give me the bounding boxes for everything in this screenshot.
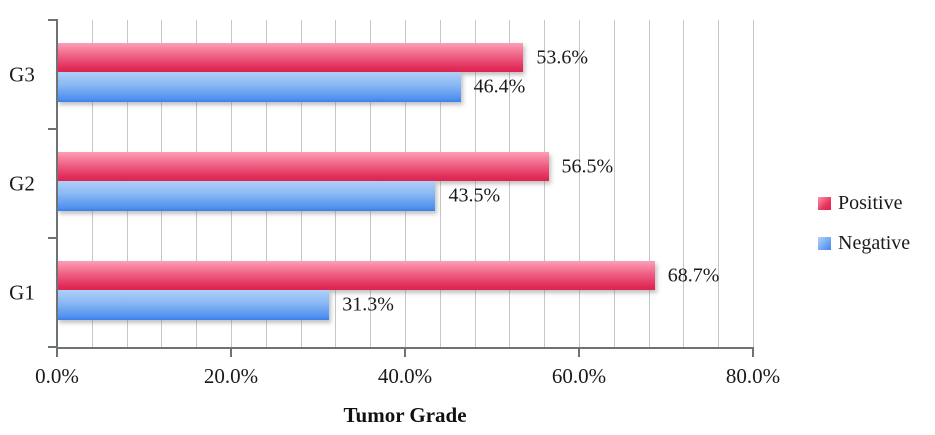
x-axis-tick bbox=[752, 348, 754, 357]
x-tick-label: 80.0% bbox=[725, 364, 781, 388]
minor-gridline bbox=[683, 20, 685, 347]
legend-swatch-negative bbox=[818, 237, 831, 250]
x-tick-label: 20.0% bbox=[203, 364, 259, 388]
y-axis-tick bbox=[48, 346, 57, 348]
legend-item-positive: Positive bbox=[818, 192, 910, 215]
minor-gridline bbox=[439, 20, 441, 347]
category-label-g3: G3 bbox=[9, 62, 35, 86]
minor-gridline bbox=[753, 20, 754, 347]
minor-gridline bbox=[613, 20, 615, 347]
x-tick-label: 60.0% bbox=[551, 364, 607, 388]
x-axis-title: Tumor Grade bbox=[343, 403, 467, 427]
bar-negative-g1 bbox=[57, 290, 330, 320]
minor-gridline bbox=[509, 20, 511, 347]
data-label-negative-g2: 43.5% bbox=[448, 184, 501, 207]
x-axis-tick bbox=[578, 348, 580, 357]
minor-gridline bbox=[718, 20, 720, 347]
y-axis-tick bbox=[48, 19, 57, 21]
category-label-g2: G2 bbox=[9, 171, 35, 195]
plot-area: 53.6% 46.4% 56.5% 43.5% 68.7% 31.3% bbox=[57, 20, 754, 347]
legend-item-negative: Negative bbox=[818, 232, 910, 255]
legend: Positive Negative bbox=[818, 192, 910, 255]
data-label-positive-g2: 56.5% bbox=[561, 155, 614, 177]
bar-negative-g2 bbox=[57, 181, 436, 211]
legend-label-positive: Positive bbox=[838, 192, 903, 214]
data-label-positive-g3: 53.6% bbox=[536, 46, 588, 68]
minor-gridline bbox=[474, 20, 476, 347]
x-axis-tick bbox=[230, 348, 232, 357]
x-tick-label: 40.0% bbox=[377, 364, 433, 388]
minor-gridline bbox=[648, 20, 650, 347]
legend-label-negative: Negative bbox=[838, 232, 911, 254]
x-tick-label: 0.0% bbox=[35, 364, 79, 388]
bar-negative-g3 bbox=[57, 72, 461, 102]
bar-positive-g2 bbox=[57, 152, 549, 181]
minor-gridline bbox=[579, 20, 580, 347]
bar-positive-g3 bbox=[57, 43, 524, 72]
y-axis-tick bbox=[48, 237, 57, 239]
legend-swatch-positive bbox=[818, 197, 831, 210]
y-axis-line bbox=[56, 19, 58, 349]
x-axis-tick bbox=[404, 348, 406, 357]
data-label-negative-g3: 46.4% bbox=[473, 75, 526, 98]
x-axis-tick bbox=[56, 348, 58, 357]
minor-gridline bbox=[544, 20, 546, 347]
category-label-g1: G1 bbox=[9, 280, 35, 304]
data-label-positive-g1: 68.7% bbox=[667, 264, 720, 286]
y-axis-tick bbox=[48, 128, 57, 130]
bar-positive-g1 bbox=[57, 261, 655, 290]
data-label-negative-g1: 31.3% bbox=[342, 293, 394, 316]
